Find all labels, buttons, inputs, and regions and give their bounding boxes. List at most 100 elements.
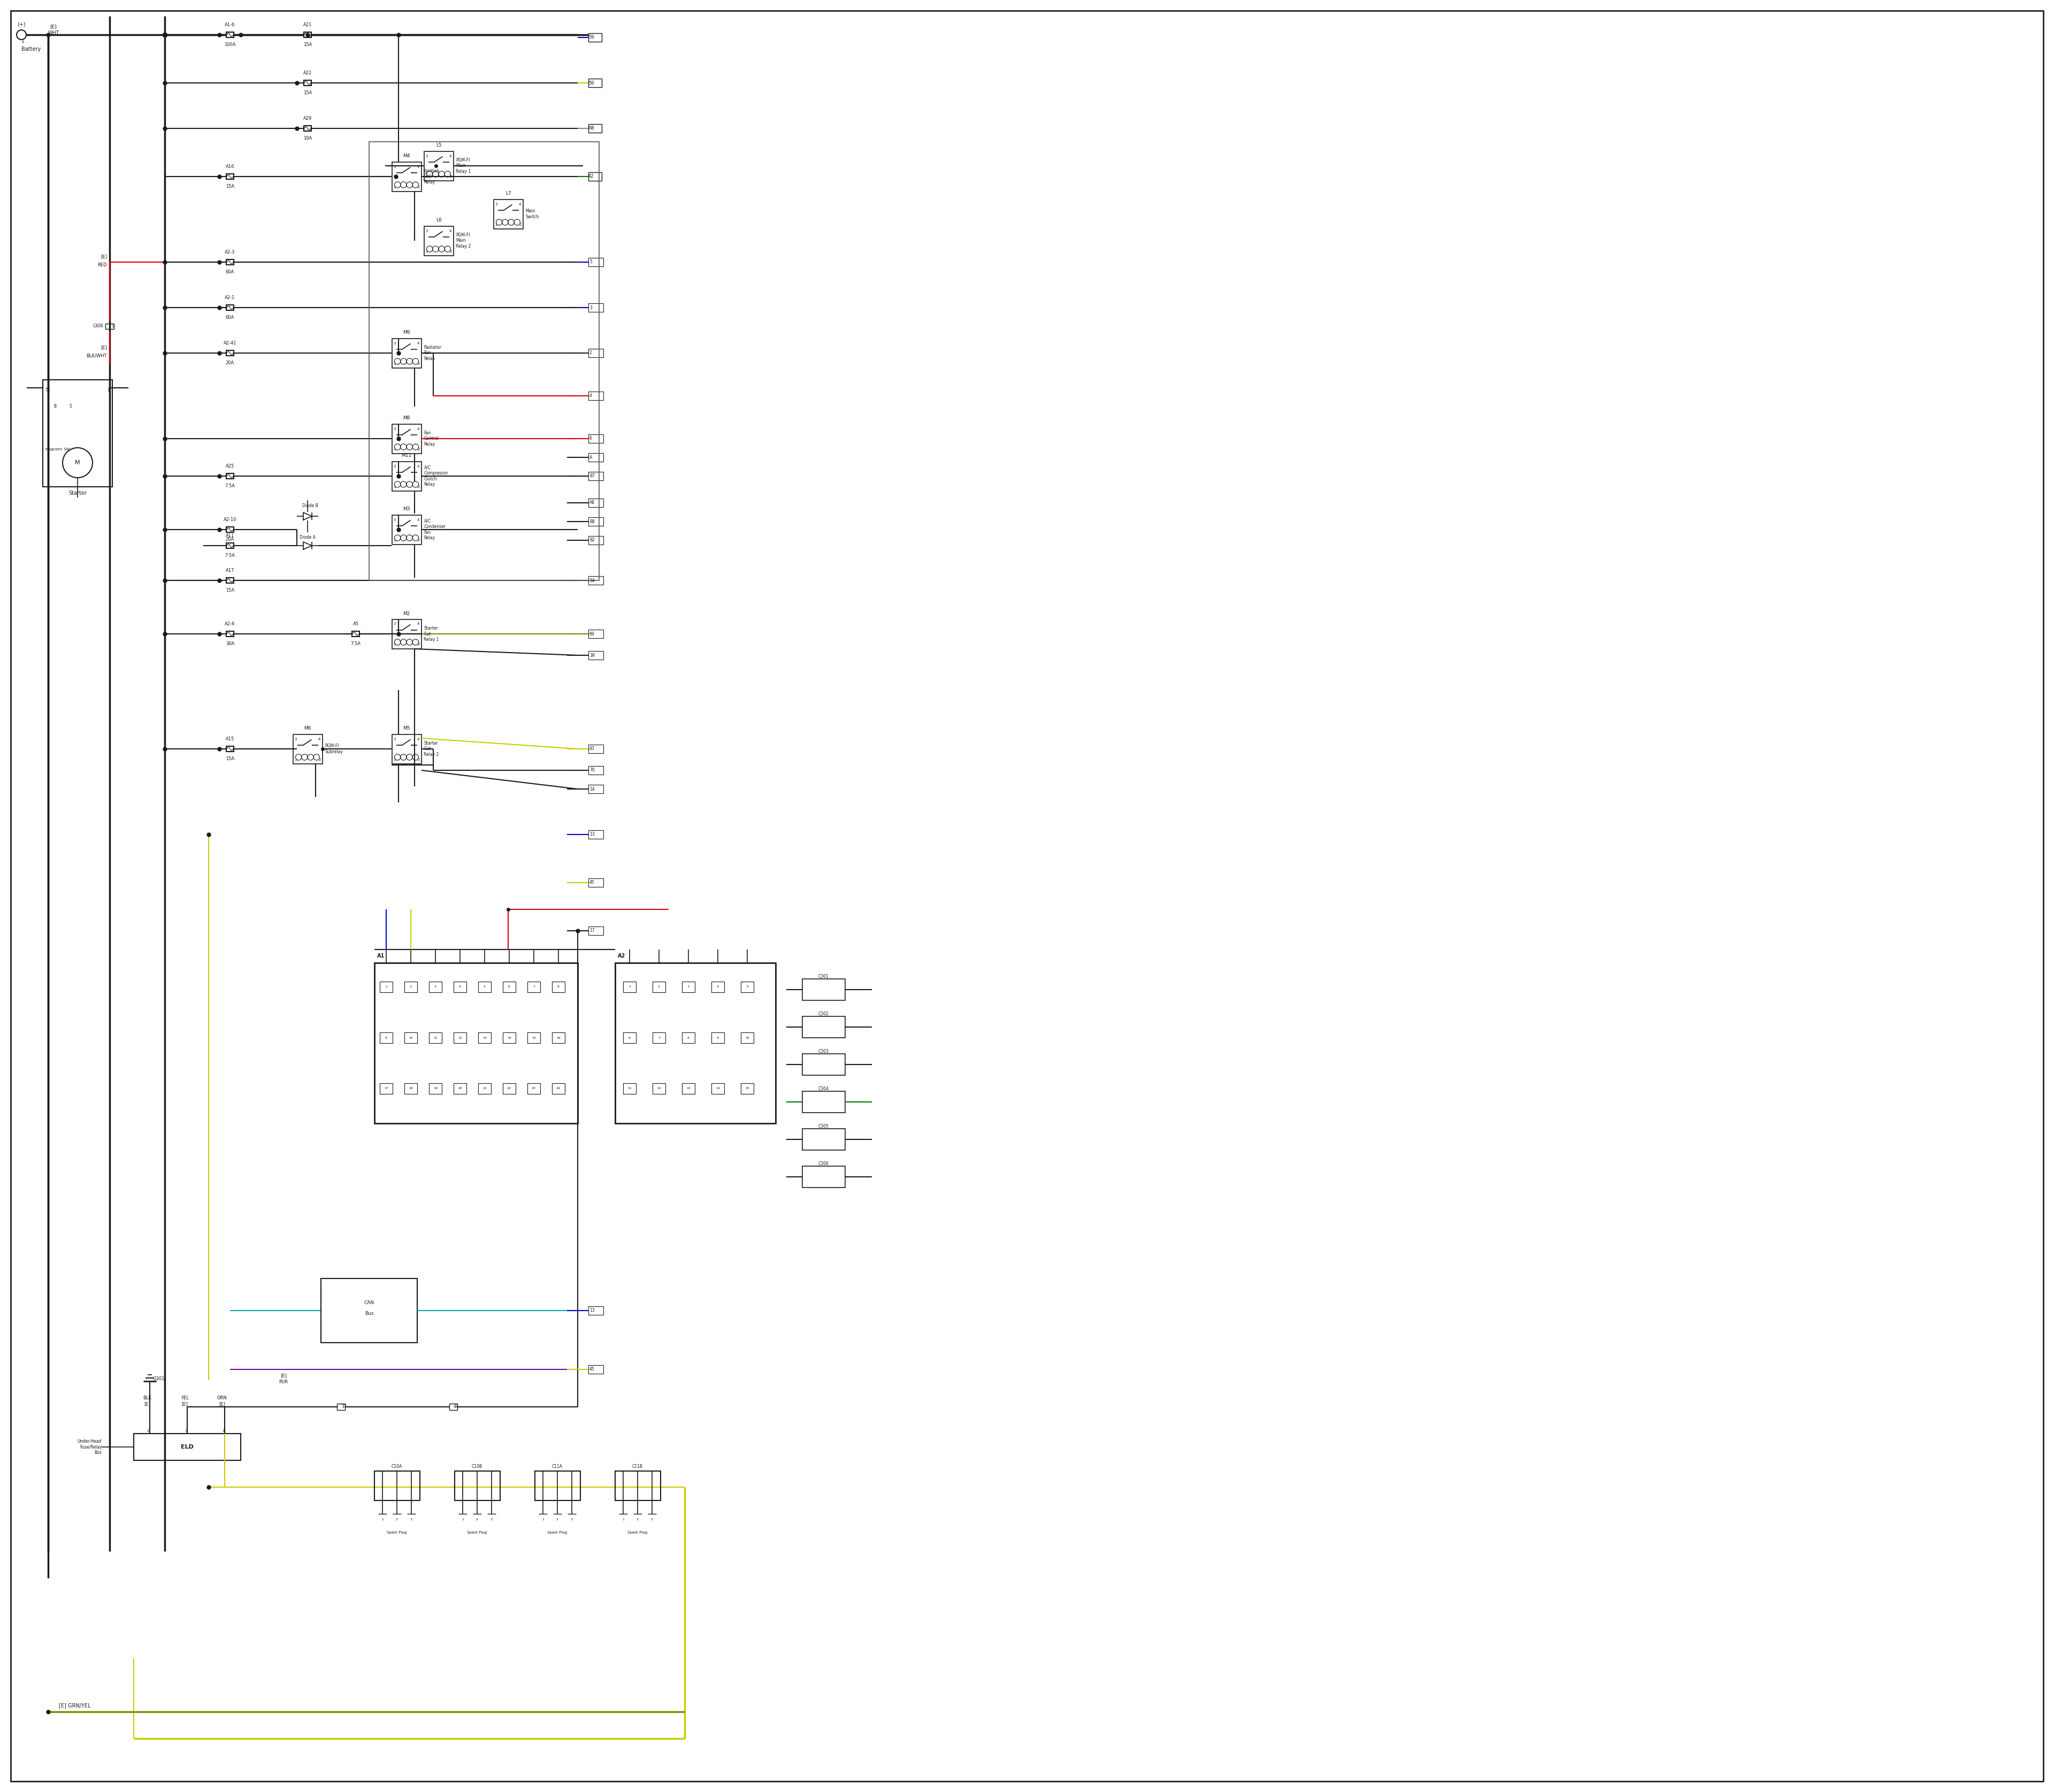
Text: 5: 5	[483, 986, 485, 987]
Bar	[380, 1082, 392, 1093]
Text: M8: M8	[403, 416, 411, 421]
Text: Diode B: Diode B	[302, 504, 318, 509]
Text: 60A: 60A	[226, 269, 234, 274]
Bar	[226, 527, 234, 532]
Text: 4: 4	[717, 986, 719, 987]
Text: [E]: [E]	[279, 1373, 288, 1378]
Text: 2: 2	[417, 538, 419, 541]
Bar	[653, 1082, 665, 1093]
Text: 2: 2	[417, 486, 419, 487]
Text: 14: 14	[715, 1088, 721, 1090]
Text: 60A: 60A	[226, 315, 234, 321]
Text: C10A: C10A	[392, 1464, 403, 1469]
Bar	[226, 260, 234, 265]
Bar	[134, 1434, 240, 1460]
Bar	[304, 125, 312, 131]
Text: YEL: YEL	[181, 1396, 189, 1400]
Text: 2: 2	[450, 174, 452, 177]
Text: 2: 2	[148, 1430, 150, 1432]
Text: M5: M5	[403, 726, 411, 731]
Text: M11: M11	[401, 453, 411, 459]
Text: 1: 1	[495, 222, 497, 226]
Bar	[226, 631, 234, 636]
Text: A11: A11	[226, 534, 234, 538]
Text: 24: 24	[557, 1088, 561, 1090]
Bar	[392, 425, 421, 453]
Text: B2: B2	[589, 538, 596, 543]
Bar	[587, 471, 604, 480]
Text: B7: B7	[589, 473, 596, 478]
Text: 9: 9	[717, 1036, 719, 1039]
Text: 3: 3	[185, 1430, 187, 1432]
Text: M6: M6	[304, 726, 310, 731]
Bar	[741, 1082, 754, 1093]
Bar	[392, 735, 421, 763]
Bar	[587, 453, 604, 462]
Text: A/C
Compressor
Clutch
Relay: A/C Compressor Clutch Relay	[423, 466, 448, 487]
Text: 45: 45	[589, 880, 596, 885]
Text: A: A	[589, 455, 592, 461]
Text: C11B: C11B	[633, 1464, 643, 1469]
Text: 3: 3	[589, 305, 592, 310]
Text: 18: 18	[409, 1088, 413, 1090]
Text: L7: L7	[505, 192, 511, 195]
Text: 9: 9	[386, 1036, 388, 1039]
Text: 3: 3	[394, 464, 396, 468]
Text: 5: 5	[589, 260, 592, 265]
Text: A16: A16	[226, 165, 234, 168]
Text: 2: 2	[417, 185, 419, 188]
Text: 3: 3	[688, 986, 690, 987]
Text: 1: 1	[622, 1518, 624, 1521]
Text: A17: A17	[226, 568, 234, 573]
Bar	[493, 199, 524, 229]
Text: 4: 4	[417, 342, 419, 344]
Text: 12: 12	[657, 1088, 661, 1090]
Text: 2: 2	[417, 448, 419, 450]
Text: WHT: WHT	[47, 30, 60, 36]
Text: Battery: Battery	[21, 47, 41, 52]
Text: 1: 1	[394, 448, 396, 450]
Bar	[587, 785, 604, 794]
Text: C302: C302	[817, 1011, 830, 1016]
Text: 2: 2	[396, 1518, 398, 1521]
Text: A2-3: A2-3	[224, 249, 236, 254]
Text: [E]: [E]	[144, 1401, 150, 1407]
Bar	[587, 575, 604, 584]
Text: 2: 2	[417, 362, 419, 366]
Bar	[380, 982, 392, 993]
Bar	[553, 982, 565, 993]
Text: 8: 8	[557, 986, 559, 987]
Bar	[226, 174, 234, 179]
Text: 6: 6	[589, 435, 592, 441]
Bar	[682, 1082, 694, 1093]
Bar	[587, 1306, 604, 1315]
Bar	[803, 1091, 844, 1113]
Text: A2-1: A2-1	[224, 296, 234, 299]
Text: 4: 4	[417, 622, 419, 625]
Bar	[405, 1082, 417, 1093]
Text: B: B	[53, 405, 55, 409]
Text: 3: 3	[394, 165, 396, 168]
Text: PGM-FI
Main
Relay 1: PGM-FI Main Relay 1	[456, 158, 470, 174]
Text: 3: 3	[294, 737, 298, 740]
Bar	[528, 982, 540, 993]
Text: 7: 7	[657, 1036, 659, 1039]
Text: (+): (+)	[16, 22, 25, 27]
Text: 4: 4	[417, 426, 419, 430]
Text: 30A: 30A	[226, 642, 234, 647]
Text: A2-10: A2-10	[224, 518, 236, 521]
Bar	[587, 34, 602, 41]
Bar	[622, 1032, 637, 1043]
Text: A22: A22	[304, 70, 312, 75]
Text: 15A: 15A	[304, 43, 312, 47]
Text: Under-Head
Fuse/Relay
Box: Under-Head Fuse/Relay Box	[78, 1439, 101, 1455]
Text: 4: 4	[417, 464, 419, 468]
Bar	[587, 745, 604, 753]
Bar	[614, 962, 776, 1124]
Text: 68: 68	[587, 125, 594, 131]
Bar	[741, 982, 754, 993]
Bar	[803, 978, 844, 1000]
Circle shape	[16, 30, 27, 39]
Text: 20A: 20A	[226, 538, 234, 541]
Text: 1: 1	[394, 538, 396, 541]
